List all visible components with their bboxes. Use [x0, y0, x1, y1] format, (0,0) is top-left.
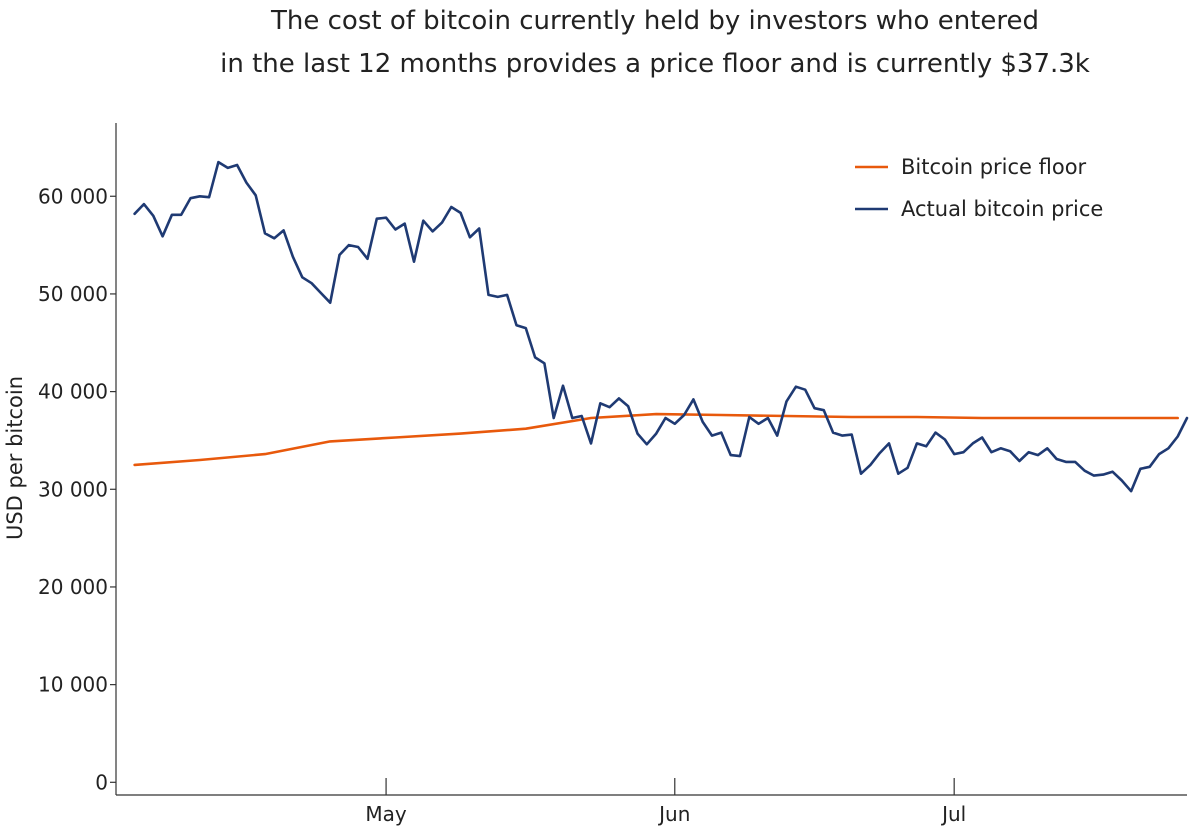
y-tick-label: 40 000	[38, 380, 108, 404]
x-axis-ticks: May Jun Jul	[365, 778, 966, 826]
x-tick-label: May	[365, 802, 407, 826]
y-tick-label: 30 000	[38, 477, 108, 501]
chart-axes	[115, 123, 1187, 796]
y-tick-label: 60 000	[38, 184, 108, 208]
y-axis-title: USD per bitcoin	[3, 376, 27, 540]
x-tick-label: Jul	[940, 802, 966, 826]
actual-bitcoin-price-line	[133, 160, 1189, 493]
x-tick-label: Jun	[657, 802, 690, 826]
y-axis-ticks: 0 10 000 20 000 30 000 40 000 50 000 60 000	[38, 184, 116, 794]
y-tick-label: 10 000	[38, 673, 108, 697]
legend-label-actual-bitcoin-price: Actual bitcoin price	[901, 197, 1103, 221]
y-tick-label: 50 000	[38, 282, 108, 306]
legend-label-bitcoin-price-floor: Bitcoin price floor	[901, 155, 1087, 179]
chart-title-line-2: in the last 12 months provides a price f…	[220, 49, 1090, 79]
chart-title-line-1: The cost of bitcoin currently held by in…	[271, 6, 1039, 36]
y-tick-label: 20 000	[38, 575, 108, 599]
bitcoin-price-floor-line	[133, 412, 1179, 467]
legend: Bitcoin price floor Actual bitcoin price	[855, 155, 1103, 221]
series-layer	[133, 160, 1189, 493]
y-tick-label: 0	[95, 770, 108, 794]
chart-title: The cost of bitcoin currently held by in…	[0, 0, 1200, 86]
